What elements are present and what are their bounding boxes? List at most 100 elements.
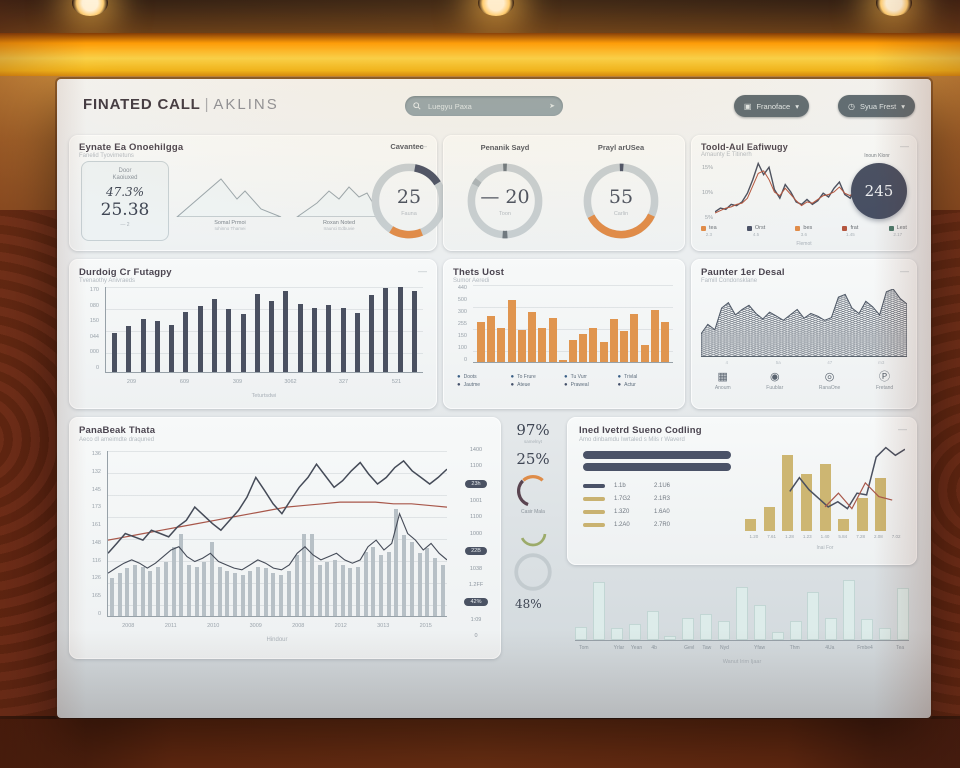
- led-glow-band: [0, 33, 960, 79]
- sparkline-sublabel: Iraunci Edbuvie: [323, 226, 355, 231]
- stat-value: 25.38: [100, 200, 150, 220]
- combo-plot-area: [107, 451, 447, 617]
- gauge-caption: Fauna: [401, 211, 417, 217]
- ceiling: [0, 0, 960, 36]
- combo-chart-card: PanaBeak Thata Aeco dl ameimdte draquned…: [69, 417, 501, 659]
- summary-bar-2: [583, 463, 731, 471]
- ranaone-icon: ◎: [824, 371, 835, 383]
- legend-row: 1.1b 2.1U6: [583, 479, 733, 492]
- category-icon-item: ◉ Fuublar: [766, 371, 784, 391]
- axis-highlight-pill: 22B: [465, 547, 487, 556]
- ceiling-lamp: [478, 0, 514, 16]
- right-axis-labels: 1400 1100 23h 1001 1100 1000 22B 1038 1.2FF 42% 1:…: [455, 447, 497, 639]
- sparkline-mountain-1: Somal Prmoi Iohinno Thamei: [175, 175, 285, 231]
- partial-donut-icon: [520, 533, 547, 547]
- trend-line-chart: [715, 161, 861, 223]
- search-bar[interactable]: ➤: [405, 96, 563, 116]
- card-menu-button[interactable]: —: [900, 266, 909, 276]
- search-input[interactable]: [426, 100, 526, 112]
- y-axis-labels: 440 500 300 255 150 100 0: [457, 285, 467, 363]
- anoum-icon: ▦: [717, 371, 728, 383]
- legend-dot-icon: ●: [564, 382, 568, 388]
- legend-item: tea 2.3: [701, 225, 717, 237]
- legend-row: 1.3Z0 1.6A0: [583, 505, 733, 518]
- chart-legend: tea 2.3 Orst 4.5 bes 3.6 frat 1.45 Lest 2.17: [701, 225, 907, 237]
- chart-legend: ● Doots ● Jautme ● To Frure ● Ateue ● Tu Vurr ● Pra…: [457, 373, 671, 389]
- legend-item: Lest 2.17: [888, 225, 907, 237]
- donut-gauge-arc: [583, 163, 659, 239]
- axis-highlight-pill: 42%: [464, 598, 488, 607]
- axis-label: 1100: [470, 514, 482, 521]
- legend-item: bes 3.6: [795, 225, 812, 237]
- card-subtitle: Tvenaothy Anivraeds: [79, 278, 136, 284]
- dashboard-panel: FINATED CALL|AKLINS ➤ ▣ Franoface ▾ ◷ Sy…: [57, 79, 931, 718]
- y-axis-labels: 170 080 150 044 000 0: [89, 287, 99, 371]
- donut-gauge-arc: [371, 163, 447, 239]
- kpi-arc-label: Casir Mala: [521, 509, 545, 515]
- tan-lines: [745, 445, 905, 531]
- sparkline-label: Somal Prmoi: [214, 220, 246, 226]
- stat-footnote: — 2: [120, 222, 130, 228]
- tan-combo-card: Ined Ivetrd Sueno Codling Amo dinbamdu I…: [567, 417, 917, 565]
- card-title: Durdoig Cr Futagpy: [79, 267, 172, 278]
- legend-dot-icon: ●: [617, 382, 622, 388]
- legend-dot-icon: ●: [564, 374, 568, 380]
- wall-swirl-left: [0, 210, 58, 720]
- card-menu-button[interactable]: —: [898, 424, 907, 434]
- axis-label: 1.2FF: [468, 581, 484, 588]
- badge-note: Inoun Klonr: [864, 153, 890, 159]
- card-menu-button[interactable]: —: [900, 141, 909, 151]
- axis-highlight-pill: 23h: [465, 479, 487, 488]
- card-title: PanaBeak Thata: [79, 425, 156, 436]
- donut-gauge: 55 Carlin: [579, 159, 663, 243]
- ceiling-lamp: [876, 0, 912, 16]
- donut-gauge-arc: [467, 163, 543, 239]
- legend-row: 1.2A0 2.7R0: [583, 518, 733, 531]
- card-subtitle: Amo dinbamdu Iwrtaled s Mils r Waverd: [579, 437, 685, 443]
- header-time-button[interactable]: ◷ Syua Frest ▾: [837, 95, 915, 117]
- light-bar-chart: Tom Yrlar Yean 4b Gevl Taw Nyd Yfaw Thm 4Ua Fmbe4 T…: [567, 575, 917, 675]
- axis-label: 1100: [470, 463, 482, 470]
- summary-card: Eynate Ea Onoehilgga Fanelid Tyovimetuns…: [69, 135, 447, 251]
- axis-label: 1038: [469, 565, 483, 572]
- chevron-down-icon: ▾: [795, 101, 799, 111]
- gauge-value: 20: [505, 186, 530, 208]
- gauge-value: 55: [608, 186, 634, 208]
- x-axis-labels: Tom Yrlar Yean 4b Gevl Taw Nyd Yfaw Thm 4Ua Fmbe4 T…: [579, 645, 905, 651]
- legend-column: ● Doots ● Jautme: [457, 374, 481, 388]
- legend-dot-icon: ●: [510, 374, 515, 380]
- kpi-percent-3: 48%: [515, 597, 542, 611]
- clock-icon: ◷: [847, 101, 855, 111]
- axis-label: 0: [474, 632, 478, 639]
- card-subtitle: Amaunty E Titinerh: [701, 152, 752, 158]
- donut-gauge: — 20 Toon: [463, 159, 547, 243]
- card-title: Thets Uost: [453, 267, 505, 278]
- x-axis-title: Inai For: [816, 545, 834, 551]
- legend-column: ● Trivlal ● Actur: [617, 374, 638, 388]
- brand-divider: |: [204, 96, 210, 113]
- brand-name: FINATED CALL: [83, 96, 201, 113]
- partial-donut-icon: [516, 475, 544, 507]
- legend-dot-icon: ●: [457, 382, 461, 388]
- card-menu-button[interactable]: —: [418, 141, 427, 151]
- gauge-title: Prayl arUSea: [597, 143, 645, 152]
- x-axis-title: Flemot: [796, 241, 812, 247]
- x-axis-title: Hindour: [266, 637, 288, 643]
- orange-bar-chart-card: Thets Uost Sumor Aeredi 440 500 300 255 150 1…: [443, 259, 685, 409]
- legend-dot-icon: ●: [617, 374, 622, 380]
- x-axis-title: Wanut Irim Ijaar: [722, 659, 762, 665]
- header-menu-button[interactable]: ▣ Franoface ▾: [733, 95, 809, 117]
- tan-bars: [745, 445, 905, 531]
- card-menu-button[interactable]: —: [418, 266, 427, 276]
- bar-chart: [575, 575, 909, 641]
- donut-icon: [514, 553, 552, 591]
- bar-chart: [473, 285, 673, 363]
- search-submit-arrow[interactable]: ➤: [549, 103, 555, 110]
- gauges-card: Penanik Sayd — 20 Toon Prayl arUSea 55 C…: [443, 135, 685, 251]
- category-icons-row: ▦ Anoum ◉ Fuublar ◎ RanaOne Ⓟ Fretand: [697, 371, 911, 391]
- card-subtitle: Sumor Aeredi: [453, 278, 490, 284]
- chevron-down-icon: ▾: [901, 101, 905, 111]
- stat-label: Door: [118, 168, 132, 174]
- kpi-stats-column: 97% samelnyt 25% Casir Mala 48%: [505, 421, 561, 657]
